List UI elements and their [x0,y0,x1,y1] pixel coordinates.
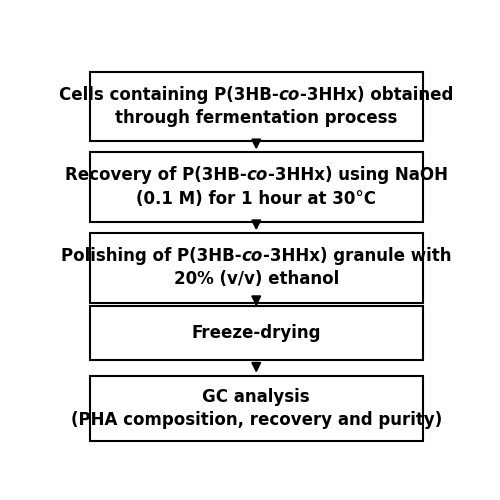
Bar [90,152,423,222]
Text: -3HHx) obtained: -3HHx) obtained [300,86,454,103]
Text: Cells containing P(3HB-: Cells containing P(3HB- [59,86,279,103]
Text: Freeze-drying: Freeze-drying [192,324,321,342]
Text: (0.1 M) for 1 hour at 30°C: (0.1 M) for 1 hour at 30°C [136,190,376,208]
Text: GC analysis: GC analysis [202,388,310,406]
Text: co: co [242,248,263,266]
Bar [90,376,423,441]
Bar [90,233,423,302]
Text: -3HHx) granule with: -3HHx) granule with [263,248,452,266]
Text: co: co [246,166,268,184]
Text: Polishing of P(3HB-: Polishing of P(3HB- [61,248,242,266]
Bar [90,306,423,360]
Text: (PHA composition, recovery and purity): (PHA composition, recovery and purity) [70,411,442,429]
Text: 20% (v/v) ethanol: 20% (v/v) ethanol [174,270,339,288]
Text: through fermentation process: through fermentation process [115,108,398,126]
Text: -3HHx) using NaOH: -3HHx) using NaOH [268,166,448,184]
Bar [90,72,423,141]
Text: Recovery of P(3HB-: Recovery of P(3HB- [65,166,246,184]
Text: co: co [279,86,300,103]
